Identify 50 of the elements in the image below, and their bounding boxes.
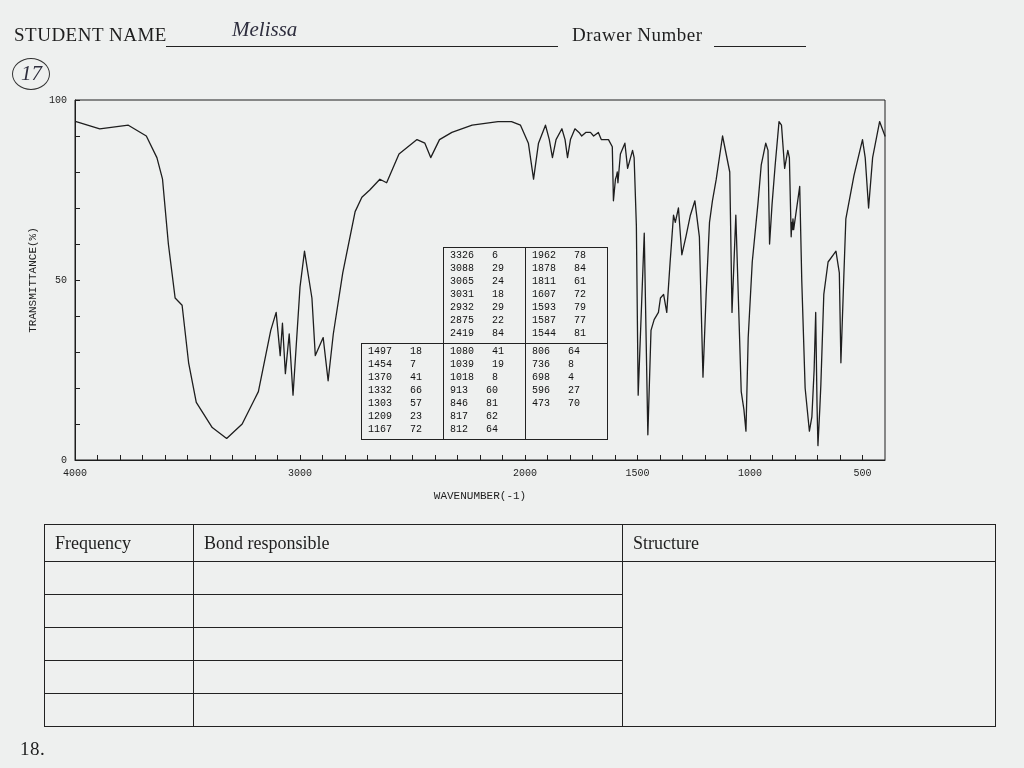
annotation: 3088 29 xyxy=(449,262,505,275)
annotation: 1811 61 xyxy=(531,275,587,288)
text: STUDENT NAME xyxy=(14,24,167,46)
annotation: 736 8 xyxy=(531,358,575,371)
annotation: 846 81 xyxy=(449,397,499,410)
x-tick-label: 2000 xyxy=(512,467,538,479)
annotation: 2875 22 xyxy=(449,314,505,327)
annotation: 913 60 xyxy=(449,384,499,397)
annotation: 1454 7 xyxy=(367,358,417,371)
annotation: 1607 72 xyxy=(531,288,587,301)
text: Melissa xyxy=(232,17,298,42)
annotation: 1209 23 xyxy=(367,410,423,423)
annotation: 3065 24 xyxy=(449,275,505,288)
x-tick-label: 4000 xyxy=(62,467,88,479)
text: Drawer Number xyxy=(572,24,703,46)
annotation: 1587 77 xyxy=(531,314,587,327)
worksheet-table: Frequency Bond responsible Structure xyxy=(44,524,996,727)
annotation: 1018 8 xyxy=(449,371,499,384)
annotation: 1370 41 xyxy=(367,371,423,384)
annotation: 1303 57 xyxy=(367,397,423,410)
annotation: 1080 41 xyxy=(449,345,505,358)
annotation: 1878 84 xyxy=(531,262,587,275)
annotation: 3326 6 xyxy=(449,249,499,262)
x-tick-label: 1500 xyxy=(625,467,650,479)
annotation: 806 64 xyxy=(531,345,581,358)
annotation: 1332 66 xyxy=(367,384,423,397)
annotation: 698 4 xyxy=(531,371,575,384)
annotation: 812 64 xyxy=(449,423,499,436)
annotation: 473 70 xyxy=(531,397,581,410)
x-tick-label: 500 xyxy=(853,467,872,479)
y-tick-label: 0 xyxy=(60,454,67,466)
annotation: 1167 72 xyxy=(367,423,423,436)
annotation: 3031 18 xyxy=(449,288,505,301)
annotation: 1497 18 xyxy=(367,345,423,358)
text: 17 xyxy=(21,61,42,86)
annotation: 1962 78 xyxy=(531,249,587,262)
text: 18. xyxy=(20,738,46,760)
annotation: 1544 81 xyxy=(531,327,587,340)
y-axis-title: TRANSMITTANCE(%) xyxy=(26,227,39,333)
annotation: 1593 79 xyxy=(531,301,587,314)
annotation: 2419 84 xyxy=(449,327,505,340)
y-tick-label: 100 xyxy=(48,94,67,106)
annotation: 2932 29 xyxy=(449,301,505,314)
annotation: 596 27 xyxy=(531,384,581,397)
x-tick-label: 1000 xyxy=(737,467,763,479)
y-tick-label: 50 xyxy=(54,274,67,286)
x-tick-label: 3000 xyxy=(287,467,313,479)
x-axis-title: WAVENUMBER(-1) xyxy=(433,489,527,502)
annotation: 1039 19 xyxy=(449,358,505,371)
annotation: 817 62 xyxy=(449,410,499,423)
